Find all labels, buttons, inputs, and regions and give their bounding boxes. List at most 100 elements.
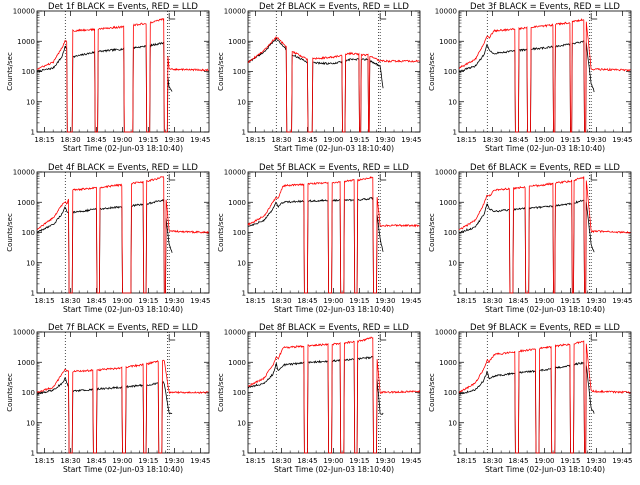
chart-title: Det 6f BLACK = Events, RED = LLD <box>470 163 620 173</box>
y-axis-label: Counts/sec <box>428 373 436 412</box>
y-tick-label: 10000 <box>224 8 246 16</box>
x-tick-label: 19:45 <box>190 457 210 465</box>
x-tick-label: 19:45 <box>612 457 632 465</box>
chart-title: Det 8f BLACK = Events, RED = LLD <box>259 323 409 333</box>
y-tick-label: 1000 <box>439 38 457 46</box>
series-line-lld <box>458 340 631 454</box>
x-tick-label: 19:00 <box>323 457 343 465</box>
y-tick-label: 1 <box>453 129 457 137</box>
x-tick-label: 18:30 <box>482 457 502 465</box>
chart-title: Det 2f BLACK = Events, RED = LLD <box>259 2 409 12</box>
series-line-events <box>36 41 173 133</box>
chart-panel-6: Det 6f BLACK = Events, RED = LLD 1 10 100 10… <box>428 163 632 314</box>
y-tick-label: 10000 <box>435 329 457 337</box>
y-tick-label: 1000 <box>228 359 246 367</box>
chart-panel-3: Det 3f BLACK = Events, RED = LLD 1 10 100 10… <box>428 2 632 153</box>
x-tick-label: 19:30 <box>375 297 395 305</box>
segment-end-bracket <box>379 334 387 341</box>
chart-panel-7: Det 7f BLACK = Events, RED = LLD 1 10 100 10… <box>6 323 210 474</box>
x-tick-label: 18:45 <box>86 297 106 305</box>
series-line-lld <box>36 18 209 133</box>
y-tick-label: 10 <box>237 419 246 427</box>
series-line-events <box>247 38 384 133</box>
plot-frame <box>458 10 632 133</box>
x-axis-label: Start Time (02-Jun-03 18:10:40) <box>274 144 394 153</box>
y-tick-label: 100 <box>444 389 457 397</box>
y-tick-label: 1000 <box>17 359 35 367</box>
plot-frame <box>36 10 210 133</box>
x-tick-label: 19:00 <box>112 457 132 465</box>
y-axis-label: Counts/sec <box>6 213 14 252</box>
y-tick-label: 1000 <box>439 199 457 207</box>
x-axis-label: Start Time (02-Jun-03 18:10:40) <box>274 305 394 314</box>
x-tick-label: 18:45 <box>297 136 317 144</box>
x-tick-label: 19:00 <box>323 136 343 144</box>
series-line-lld <box>247 176 420 294</box>
y-tick-label: 100 <box>233 389 246 397</box>
y-tick-label: 1 <box>242 290 246 298</box>
x-tick-label: 18:30 <box>482 136 502 144</box>
y-tick-label: 1000 <box>17 199 35 207</box>
x-tick-label: 18:45 <box>86 457 106 465</box>
x-tick-label: 18:45 <box>508 297 528 305</box>
segment-end-bracket <box>168 13 176 20</box>
y-axis-label: Counts/sec <box>217 52 225 91</box>
x-tick-label: 19:15 <box>138 297 158 305</box>
x-tick-label: 18:30 <box>271 136 291 144</box>
plot-frame <box>458 331 632 454</box>
chart-title: Det 1f BLACK = Events, RED = LLD <box>48 2 198 12</box>
y-tick-label: 10000 <box>435 8 457 16</box>
segment-end-bracket <box>379 174 387 181</box>
y-tick-label: 10000 <box>13 8 35 16</box>
chart-panel-1: Det 1f BLACK = Events, RED = LLD 1 10 100 10… <box>6 2 210 153</box>
y-tick-label: 1000 <box>17 38 35 46</box>
x-tick-label: 18:45 <box>297 457 317 465</box>
y-tick-label: 10 <box>237 259 246 267</box>
x-axis-label: Start Time (02-Jun-03 18:10:40) <box>63 144 183 153</box>
x-axis-label: Start Time (02-Jun-03 18:10:40) <box>485 465 605 474</box>
x-tick-label: 18:15 <box>34 457 54 465</box>
x-tick-label: 19:15 <box>349 297 369 305</box>
x-tick-label: 18:45 <box>86 136 106 144</box>
x-tick-label: 19:45 <box>401 297 421 305</box>
x-axis-label: Start Time (02-Jun-03 18:10:40) <box>274 465 394 474</box>
x-tick-label: 18:15 <box>245 297 265 305</box>
y-axis-label: Counts/sec <box>6 373 14 412</box>
x-axis-label: Start Time (02-Jun-03 18:10:40) <box>63 305 183 314</box>
x-tick-label: 19:30 <box>586 297 606 305</box>
x-tick-label: 19:15 <box>560 297 580 305</box>
x-tick-label: 18:15 <box>456 457 476 465</box>
x-tick-label: 18:15 <box>245 457 265 465</box>
series-line-lld <box>458 18 631 133</box>
y-tick-label: 10 <box>237 98 246 106</box>
y-tick-label: 10 <box>448 419 457 427</box>
x-tick-label: 19:00 <box>534 136 554 144</box>
x-tick-label: 19:30 <box>164 457 184 465</box>
segment-end-bracket <box>590 334 598 341</box>
plot-frame <box>247 331 421 454</box>
x-axis-label: Start Time (02-Jun-03 18:10:40) <box>63 465 183 474</box>
chart-title: Det 9f BLACK = Events, RED = LLD <box>470 323 620 333</box>
y-axis-label: Counts/sec <box>428 52 436 91</box>
x-tick-label: 19:15 <box>349 457 369 465</box>
x-tick-label: 18:15 <box>245 136 265 144</box>
segment-end-bracket <box>168 174 176 181</box>
y-tick-label: 10 <box>26 419 35 427</box>
chart-panel-5: Det 5f BLACK = Events, RED = LLD 1 10 100 10… <box>217 163 421 314</box>
chart-panel-8: Det 8f BLACK = Events, RED = LLD 1 10 100 10… <box>217 323 421 474</box>
x-tick-label: 18:15 <box>456 136 476 144</box>
x-tick-label: 18:15 <box>34 136 54 144</box>
x-tick-label: 19:15 <box>138 136 158 144</box>
x-tick-label: 19:00 <box>112 297 132 305</box>
x-tick-label: 19:30 <box>164 297 184 305</box>
plot-frame <box>247 171 421 294</box>
x-tick-label: 18:15 <box>456 297 476 305</box>
x-tick-label: 19:45 <box>190 136 210 144</box>
x-tick-label: 19:15 <box>560 457 580 465</box>
y-tick-label: 100 <box>233 68 246 76</box>
y-tick-label: 10000 <box>435 169 457 177</box>
y-tick-label: 1 <box>242 129 246 137</box>
x-tick-label: 18:45 <box>297 297 317 305</box>
y-tick-label: 1000 <box>228 38 246 46</box>
series-line-events <box>36 377 173 454</box>
